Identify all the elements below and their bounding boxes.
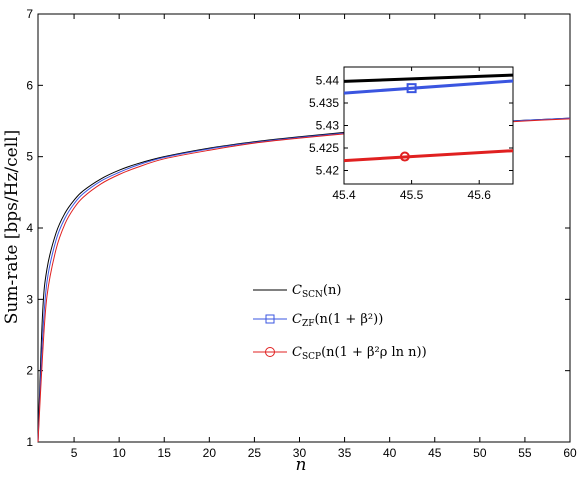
inset-y-tick-label: 5.425 [309, 141, 339, 155]
x-tick-label: 15 [158, 446, 172, 460]
legend-entry-1: CZF(n(1 + β²)) [292, 312, 383, 329]
y-tick-label: 4 [26, 221, 33, 235]
x-tick-label: 35 [338, 446, 352, 460]
inset-series-line-0 [343, 73, 514, 83]
inset-square-marker [406, 83, 417, 94]
inset-circle-marker [399, 151, 410, 162]
x-tick-label: 60 [563, 446, 577, 460]
y-tick-label: 7 [26, 7, 33, 21]
x-tick-label: 10 [112, 446, 126, 460]
y-tick-label: 6 [26, 78, 33, 92]
inset-y-tick-label: 5.43 [316, 119, 340, 133]
x-tick-label: 55 [518, 446, 532, 460]
x-tick-label: 50 [473, 446, 487, 460]
inset-frame [343, 66, 514, 185]
x-tick-label: 25 [248, 446, 262, 460]
inset-y-tick-label: 5.44 [316, 74, 340, 88]
x-tick-label: 5 [71, 446, 78, 460]
inset-x-tick-label: 45.6 [468, 188, 492, 202]
inset-x-tick-label: 45.4 [332, 188, 356, 202]
legend-square-marker [265, 314, 275, 324]
inset-x-tick-label: 45.5 [400, 188, 424, 202]
x-tick-label: 30 [293, 446, 307, 460]
inset-axes: 45.4 45.5 45.6 5.42 5.425 5.43 5.435 5.44 [309, 66, 514, 202]
x-axis-label: n [296, 455, 307, 475]
inset-series-line-1 [343, 79, 514, 95]
y-axis-label: Sum-rate [bps/Hz/cell] [2, 130, 22, 324]
legend-entry-2: CSCP(n(1 + β²ρ ln n)) [292, 345, 427, 362]
legend-entry-0: CSCN(n) [292, 283, 341, 300]
x-tick-label: 20 [203, 446, 217, 460]
inset-y-tick-label: 5.42 [316, 164, 340, 178]
legend-circle-marker [265, 347, 275, 357]
x-tick-label: 40 [383, 446, 397, 460]
y-tick-label: 3 [26, 292, 33, 306]
inset-series-line-2 [343, 149, 514, 163]
legend: CSCN(n) CZF(n(1 + β²)) CSCP(n(1 + β²ρ ln n… [253, 283, 427, 362]
y-tick-label: 2 [26, 364, 33, 378]
x-tick-label: 45 [428, 446, 442, 460]
y-tick-label: 1 [26, 435, 33, 449]
y-tick-label: 5 [26, 150, 33, 164]
inset-y-tick-label: 5.435 [309, 96, 339, 110]
